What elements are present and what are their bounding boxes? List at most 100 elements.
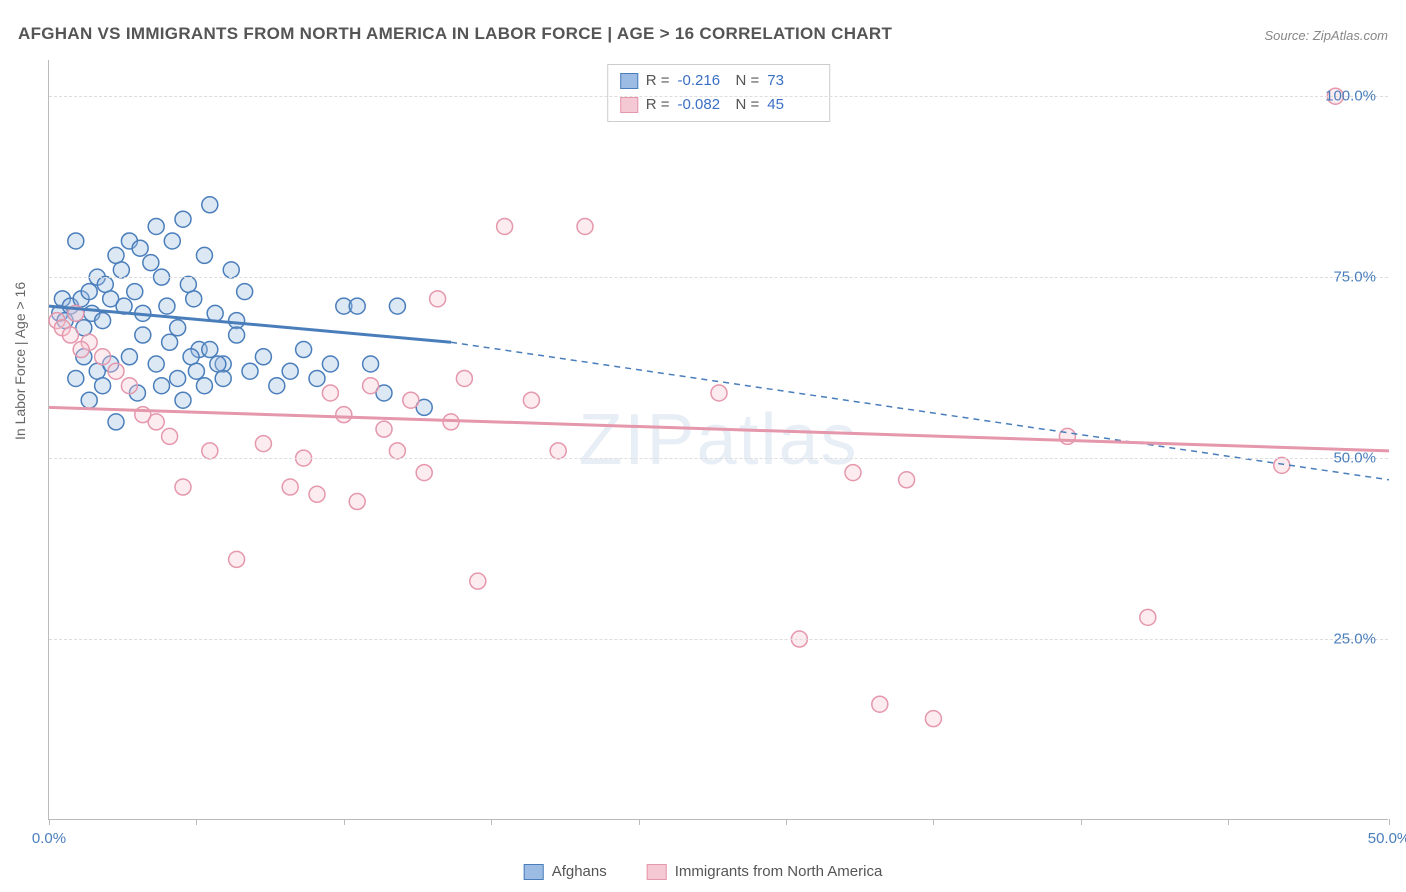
plot-area: ZIPatlas R =-0.216N =73R =-0.082N =45 25… — [48, 60, 1388, 820]
scatter-point — [845, 465, 861, 481]
scatter-point — [159, 298, 175, 314]
scatter-point — [711, 385, 727, 401]
scatter-point — [925, 711, 941, 727]
scatter-point — [175, 392, 191, 408]
gridline-horizontal — [49, 458, 1388, 459]
scatter-point — [376, 421, 392, 437]
x-tick — [344, 819, 345, 825]
scatter-point — [577, 218, 593, 234]
scatter-point — [322, 356, 338, 372]
stats-r-value: -0.216 — [678, 69, 728, 93]
scatter-point — [1274, 457, 1290, 473]
scatter-point — [456, 370, 472, 386]
scatter-point — [229, 327, 245, 343]
scatter-point — [148, 356, 164, 372]
x-tick — [1228, 819, 1229, 825]
legend-swatch — [524, 864, 544, 880]
x-tick — [1081, 819, 1082, 825]
legend-item: Afghans — [524, 863, 607, 880]
y-tick-label: 75.0% — [1333, 269, 1376, 286]
x-tick — [491, 819, 492, 825]
stats-n-label: N = — [736, 69, 760, 93]
scatter-point — [170, 370, 186, 386]
scatter-point — [202, 443, 218, 459]
scatter-point — [282, 363, 298, 379]
scatter-point — [180, 276, 196, 292]
scatter-point — [349, 494, 365, 510]
scatter-point — [363, 356, 379, 372]
legend-swatch — [620, 97, 638, 113]
scatter-point — [416, 465, 432, 481]
scatter-point — [269, 378, 285, 394]
scatter-point — [210, 356, 226, 372]
legend-label: Afghans — [552, 863, 607, 880]
scatter-point — [183, 349, 199, 365]
bottom-legend: Afghans Immigrants from North America — [524, 863, 883, 880]
scatter-point — [148, 218, 164, 234]
legend-label: Immigrants from North America — [675, 863, 883, 880]
scatter-point — [389, 443, 405, 459]
scatter-point — [363, 378, 379, 394]
scatter-point — [872, 696, 888, 712]
scatter-point — [237, 284, 253, 300]
scatter-point — [170, 320, 186, 336]
scatter-point — [186, 291, 202, 307]
scatter-point — [121, 378, 137, 394]
scatter-point — [322, 385, 338, 401]
stats-row: R =-0.216N =73 — [620, 69, 818, 93]
scatter-point — [207, 305, 223, 321]
scatter-point — [309, 370, 325, 386]
scatter-point — [403, 392, 419, 408]
scatter-point — [899, 472, 915, 488]
stats-n-value: 73 — [767, 69, 817, 93]
y-tick-label: 50.0% — [1333, 450, 1376, 467]
scatter-point — [154, 378, 170, 394]
x-tick — [639, 819, 640, 825]
scatter-point — [523, 392, 539, 408]
scatter-point — [349, 298, 365, 314]
x-tick-label: 50.0% — [1368, 830, 1406, 847]
x-tick — [49, 819, 50, 825]
scatter-point — [108, 414, 124, 430]
y-axis-label: In Labor Force | Age > 16 — [12, 282, 28, 440]
scatter-point — [336, 407, 352, 423]
regression-line-dashed — [451, 342, 1389, 480]
scatter-point — [470, 573, 486, 589]
scatter-point — [162, 334, 178, 350]
y-tick-label: 100.0% — [1325, 88, 1376, 105]
x-tick — [933, 819, 934, 825]
gridline-horizontal — [49, 639, 1388, 640]
scatter-point — [81, 284, 97, 300]
scatter-point — [143, 255, 159, 271]
scatter-point — [430, 291, 446, 307]
gridline-horizontal — [49, 277, 1388, 278]
scatter-point — [196, 378, 212, 394]
scatter-point — [497, 218, 513, 234]
scatter-point — [108, 247, 124, 263]
scatter-point — [95, 313, 111, 329]
scatter-point — [108, 363, 124, 379]
scatter-point — [255, 349, 271, 365]
plot-svg — [49, 60, 1388, 819]
scatter-point — [95, 378, 111, 394]
scatter-point — [97, 276, 113, 292]
scatter-point — [550, 443, 566, 459]
scatter-point — [223, 262, 239, 278]
scatter-point — [229, 313, 245, 329]
source-attribution: Source: ZipAtlas.com — [1264, 28, 1388, 43]
stats-box: R =-0.216N =73R =-0.082N =45 — [607, 64, 831, 122]
scatter-point — [188, 363, 204, 379]
chart-container: AFGHAN VS IMMIGRANTS FROM NORTH AMERICA … — [0, 0, 1406, 892]
x-tick — [196, 819, 197, 825]
gridline-horizontal — [49, 96, 1388, 97]
scatter-point — [309, 486, 325, 502]
scatter-point — [175, 211, 191, 227]
scatter-point — [164, 233, 180, 249]
chart-title: AFGHAN VS IMMIGRANTS FROM NORTH AMERICA … — [18, 24, 892, 44]
scatter-point — [175, 479, 191, 495]
x-tick — [786, 819, 787, 825]
scatter-point — [229, 551, 245, 567]
regression-line — [49, 407, 1389, 450]
legend-item: Immigrants from North America — [647, 863, 883, 880]
legend-swatch — [620, 73, 638, 89]
